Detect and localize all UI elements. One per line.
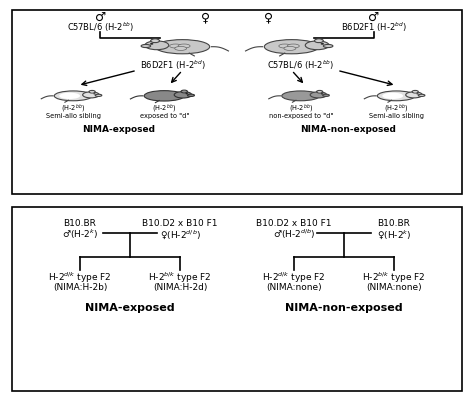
Ellipse shape: [182, 91, 186, 93]
Text: B6D2F1 (H-2$^{bd}$): B6D2F1 (H-2$^{bd}$): [340, 20, 407, 34]
Circle shape: [93, 94, 96, 95]
Ellipse shape: [418, 95, 425, 97]
Circle shape: [150, 44, 154, 45]
Text: (NIMA:none): (NIMA:none): [366, 282, 422, 291]
Text: NIMA-exposed: NIMA-exposed: [82, 125, 155, 134]
Ellipse shape: [317, 91, 323, 94]
Ellipse shape: [314, 40, 323, 43]
Text: B10.D2 x B10 F1: B10.D2 x B10 F1: [142, 219, 218, 228]
Text: B6D2F1 (H-2$^{bd}$): B6D2F1 (H-2$^{bd}$): [140, 59, 206, 72]
Ellipse shape: [264, 41, 319, 55]
Text: (NIMA:none): (NIMA:none): [266, 282, 322, 291]
Ellipse shape: [152, 41, 158, 43]
Text: non-exposed to "d": non-exposed to "d": [268, 112, 333, 118]
Ellipse shape: [316, 41, 322, 43]
Ellipse shape: [287, 45, 299, 49]
Ellipse shape: [54, 92, 92, 101]
Text: Semi-allo sibling: Semi-allo sibling: [46, 112, 100, 118]
Ellipse shape: [413, 92, 417, 93]
Ellipse shape: [141, 45, 151, 49]
Text: ♀: ♀: [264, 11, 273, 24]
Ellipse shape: [170, 45, 182, 49]
Text: B10.BR: B10.BR: [64, 219, 96, 228]
Circle shape: [416, 94, 419, 95]
Ellipse shape: [178, 45, 190, 49]
Text: NIMA-non-exposed: NIMA-non-exposed: [285, 302, 403, 312]
Text: H-2$^{b/k}$ type F2: H-2$^{b/k}$ type F2: [362, 270, 426, 284]
Text: (H-2$^{bb}$): (H-2$^{bb}$): [61, 103, 85, 115]
Text: ♂(H-2$^{k}$): ♂(H-2$^{k}$): [62, 227, 98, 241]
Ellipse shape: [59, 93, 80, 100]
Text: ♀(H-2$^{d/b}$): ♀(H-2$^{d/b}$): [160, 227, 201, 240]
Text: ♂(H-2$^{d/b}$): ♂(H-2$^{d/b}$): [273, 227, 315, 241]
Text: ♂: ♂: [368, 11, 379, 24]
Text: NIMA-exposed: NIMA-exposed: [85, 302, 175, 312]
Ellipse shape: [282, 92, 319, 101]
Ellipse shape: [82, 93, 99, 99]
Circle shape: [185, 94, 188, 95]
Circle shape: [321, 94, 323, 95]
Text: (NIMA:H-2b): (NIMA:H-2b): [53, 282, 107, 291]
Ellipse shape: [181, 91, 188, 93]
Ellipse shape: [406, 93, 422, 99]
Text: B10.D2 x B10 F1: B10.D2 x B10 F1: [256, 219, 332, 228]
Ellipse shape: [323, 45, 333, 49]
Text: (H-2$^{bb}$): (H-2$^{bb}$): [152, 103, 176, 115]
Ellipse shape: [305, 42, 329, 51]
Ellipse shape: [144, 91, 184, 102]
Ellipse shape: [377, 92, 415, 101]
Ellipse shape: [383, 93, 403, 100]
Text: exposed to "d": exposed to "d": [139, 112, 189, 118]
Ellipse shape: [175, 47, 187, 51]
Text: ♀(H-2$^{k}$): ♀(H-2$^{k}$): [377, 227, 411, 240]
Ellipse shape: [90, 92, 94, 93]
Text: B10.BR: B10.BR: [378, 219, 410, 228]
Circle shape: [320, 44, 324, 45]
Text: NIMA-non-exposed: NIMA-non-exposed: [301, 125, 396, 134]
Text: C57BL/6 (H-2$^{bb}$): C57BL/6 (H-2$^{bb}$): [67, 20, 134, 34]
Ellipse shape: [412, 91, 418, 94]
Ellipse shape: [155, 41, 210, 55]
Text: (NIMA:H-2d): (NIMA:H-2d): [153, 282, 207, 291]
Ellipse shape: [279, 45, 291, 49]
Text: (H-2$^{bb}$): (H-2$^{bb}$): [289, 103, 313, 115]
Ellipse shape: [323, 95, 329, 97]
Ellipse shape: [145, 42, 169, 51]
Ellipse shape: [188, 95, 194, 97]
Text: H-2$^{d/k}$ type F2: H-2$^{d/k}$ type F2: [48, 270, 112, 284]
Ellipse shape: [318, 92, 321, 93]
Text: C57BL/6 (H-2$^{bb}$): C57BL/6 (H-2$^{bb}$): [267, 59, 334, 72]
Text: H-2$^{d/k}$ type F2: H-2$^{d/k}$ type F2: [262, 270, 326, 284]
Text: (H-2$^{bb}$): (H-2$^{bb}$): [384, 103, 409, 115]
Ellipse shape: [151, 40, 160, 43]
Ellipse shape: [89, 91, 95, 94]
Ellipse shape: [174, 92, 191, 99]
Text: H-2$^{b/k}$ type F2: H-2$^{b/k}$ type F2: [148, 270, 212, 284]
Ellipse shape: [95, 95, 102, 97]
Text: ♂: ♂: [95, 11, 106, 24]
Text: Semi-allo sibling: Semi-allo sibling: [369, 112, 424, 118]
Ellipse shape: [310, 93, 327, 99]
Text: ♀: ♀: [201, 11, 210, 24]
Ellipse shape: [284, 47, 296, 51]
